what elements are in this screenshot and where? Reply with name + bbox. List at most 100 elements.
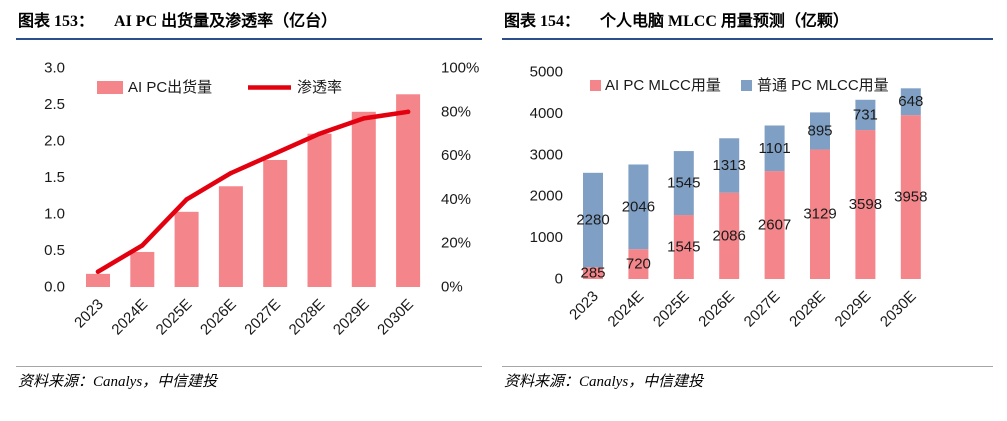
x-axis-tick-label: 2028E bbox=[786, 288, 829, 331]
source-note: 资料来源：Canalys，中信建投 bbox=[18, 374, 218, 390]
figure-title: 图表 154： 个人电脑 MLCC 用量预测（亿颗） bbox=[502, 8, 993, 40]
y-axis-left-tick-label: 2.5 bbox=[44, 96, 65, 113]
bar-segment-ai-pc-2029e bbox=[855, 130, 876, 279]
y-axis-left-tick-label: 3.0 bbox=[44, 60, 65, 77]
bar-2029e bbox=[351, 111, 376, 287]
bar-segment-regular-pc-2024e bbox=[628, 164, 649, 250]
x-axis-tick-label: 2025E bbox=[650, 288, 693, 331]
line-point-2025e bbox=[184, 197, 189, 202]
bar-segment-ai-pc-2024e bbox=[628, 249, 649, 279]
y-axis-tick-label: 4000 bbox=[530, 105, 563, 122]
figure-153-panel: 图表 153： AI PC 出货量及渗透率（亿台） 0.0 0.5 1.0 1.5 2.0… bbox=[16, 0, 482, 421]
x-axis-tick-label: 2026E bbox=[695, 288, 738, 331]
data-label-regular-pc-2030e: 648 bbox=[898, 93, 923, 110]
bar-2028e bbox=[307, 133, 332, 287]
x-axis-tick-label: 2024E bbox=[108, 296, 151, 339]
bar-2027e bbox=[263, 159, 288, 287]
source-divider bbox=[16, 366, 482, 367]
bar-segment-ai-pc-2026e bbox=[719, 192, 740, 279]
figure-title: 图表 153： AI PC 出货量及渗透率（亿台） bbox=[16, 8, 482, 40]
data-label-regular-pc-2025e: 1545 bbox=[667, 175, 700, 192]
bar-segment-regular-pc-2025e bbox=[673, 151, 694, 216]
line-point-2026e bbox=[228, 170, 234, 176]
line-point-2029e bbox=[361, 116, 366, 121]
figure-caption: AI PC 出货量及渗透率（亿台） bbox=[114, 13, 338, 30]
bar-2024e bbox=[130, 251, 155, 287]
y-axis-right-tick-label: 40% bbox=[441, 191, 471, 208]
y-axis-right-tick-label: 100% bbox=[441, 60, 479, 77]
bar-segment-ai-pc-2023 bbox=[583, 267, 603, 279]
figure-label: 图表 154： bbox=[504, 13, 581, 30]
legend-swatch-ai-pc bbox=[590, 80, 601, 91]
y-axis-tick-label: 1000 bbox=[530, 229, 563, 246]
mlcc-usage-stacked-chart: 0 1000 2000 3000 4000 5000 285 2280 720 2046 1545 1… bbox=[530, 64, 928, 331]
line-point-2030e bbox=[405, 109, 411, 115]
data-label-ai-pc-2029e: 3598 bbox=[849, 196, 882, 213]
x-axis-tick-label: 2028E bbox=[286, 296, 329, 339]
y-axis-tick-label: 5000 bbox=[530, 64, 563, 81]
legend-label-ai-pc: AI PC MLCC用量 bbox=[605, 77, 721, 94]
data-label-regular-pc-2028e: 895 bbox=[807, 122, 832, 139]
bar-2025e bbox=[174, 211, 199, 287]
figure-caption: 个人电脑 MLCC 用量预测（亿颗） bbox=[600, 13, 849, 30]
data-label-ai-pc-2025e: 1545 bbox=[667, 239, 700, 256]
x-axis-tick-label: 2030E bbox=[374, 296, 417, 339]
y-axis-left-tick-label: 0.0 bbox=[44, 279, 65, 296]
data-label-ai-pc-2028e: 3129 bbox=[803, 206, 836, 223]
x-axis-tick-label: 2030E bbox=[877, 288, 920, 331]
y-axis-right-tick-label: 60% bbox=[441, 147, 471, 164]
line-point-2024e bbox=[140, 243, 145, 248]
y-axis-right-tick-label: 0% bbox=[441, 279, 463, 296]
figure-154-panel: 图表 154： 个人电脑 MLCC 用量预测（亿颗） 0 1000 2000 3000 4… bbox=[502, 0, 993, 421]
bar-segment-regular-pc-2029e bbox=[855, 99, 876, 131]
bar-segment-ai-pc-2030e bbox=[900, 115, 921, 280]
data-label-ai-pc-2026e: 2086 bbox=[713, 227, 746, 244]
bar-segment-regular-pc-2027e bbox=[764, 125, 785, 172]
bar-2030e bbox=[396, 94, 421, 287]
y-axis-tick-label: 0 bbox=[555, 271, 563, 288]
bar-segment-regular-pc-2023 bbox=[583, 172, 603, 268]
y-axis-left-tick-label: 2.0 bbox=[44, 133, 65, 150]
y-axis-tick-label: 2000 bbox=[530, 188, 563, 205]
data-label-regular-pc-2026e: 1313 bbox=[713, 157, 746, 174]
data-label-ai-pc-2023: 285 bbox=[580, 265, 605, 282]
data-label-regular-pc-2029e: 731 bbox=[853, 106, 878, 123]
x-axis-tick-label: 2027E bbox=[741, 288, 784, 331]
x-axis-tick-label: 2029E bbox=[330, 296, 373, 339]
data-label-regular-pc-2024e: 2046 bbox=[622, 198, 655, 215]
legend-swatch-shipments bbox=[97, 81, 123, 94]
penetration-rate-line bbox=[95, 109, 411, 274]
bar-segment-regular-pc-2028e bbox=[810, 112, 830, 150]
y-axis-tick-label: 3000 bbox=[530, 146, 563, 163]
data-label-ai-pc-2027e: 2607 bbox=[758, 217, 791, 234]
bar-segment-ai-pc-2028e bbox=[810, 149, 830, 279]
data-label-regular-pc-2023: 2280 bbox=[576, 212, 609, 229]
figure-label: 图表 153： bbox=[18, 13, 95, 30]
x-axis-tick-label: 2023 bbox=[71, 296, 107, 332]
bar-segment-regular-pc-2030e bbox=[900, 88, 921, 116]
bar-segment-ai-pc-2027e bbox=[764, 171, 785, 279]
y-axis-left-tick-label: 0.5 bbox=[44, 242, 65, 259]
line-point-2028e bbox=[317, 131, 322, 136]
shipments-penetration-chart: 0.0 0.5 1.0 1.5 2.0 2.5 3.0 0% 20% 40% 60% 80% 100% 2… bbox=[44, 60, 479, 339]
x-axis-tick-label: 2025E bbox=[153, 296, 196, 339]
x-axis-tick-label: 2029E bbox=[832, 288, 875, 331]
source-divider bbox=[502, 366, 993, 367]
x-axis-tick-label: 2026E bbox=[197, 296, 240, 339]
bar-2026e bbox=[218, 186, 243, 287]
y-axis-left-tick-label: 1.0 bbox=[44, 206, 65, 223]
legend-label-regular-pc: 普通 PC MLCC用量 bbox=[757, 77, 889, 94]
bar-segment-ai-pc-2025e bbox=[673, 215, 694, 279]
legend-label-penetration: 渗透率 bbox=[297, 79, 342, 96]
x-axis-tick-label: 2024E bbox=[605, 288, 648, 331]
bar-segment-regular-pc-2026e bbox=[719, 138, 740, 193]
source-note: 资料来源：Canalys，中信建投 bbox=[504, 374, 704, 390]
x-axis-tick-label: 2027E bbox=[241, 296, 284, 339]
data-label-ai-pc-2030e: 3958 bbox=[894, 189, 927, 206]
y-axis-left-tick-label: 1.5 bbox=[44, 169, 65, 186]
line-point-2027e bbox=[273, 151, 278, 156]
legend-label-shipments: AI PC出货量 bbox=[128, 79, 212, 96]
data-label-regular-pc-2027e: 1101 bbox=[758, 140, 790, 157]
y-axis-right-tick-label: 20% bbox=[441, 235, 471, 252]
line-point-2023 bbox=[95, 269, 101, 274]
